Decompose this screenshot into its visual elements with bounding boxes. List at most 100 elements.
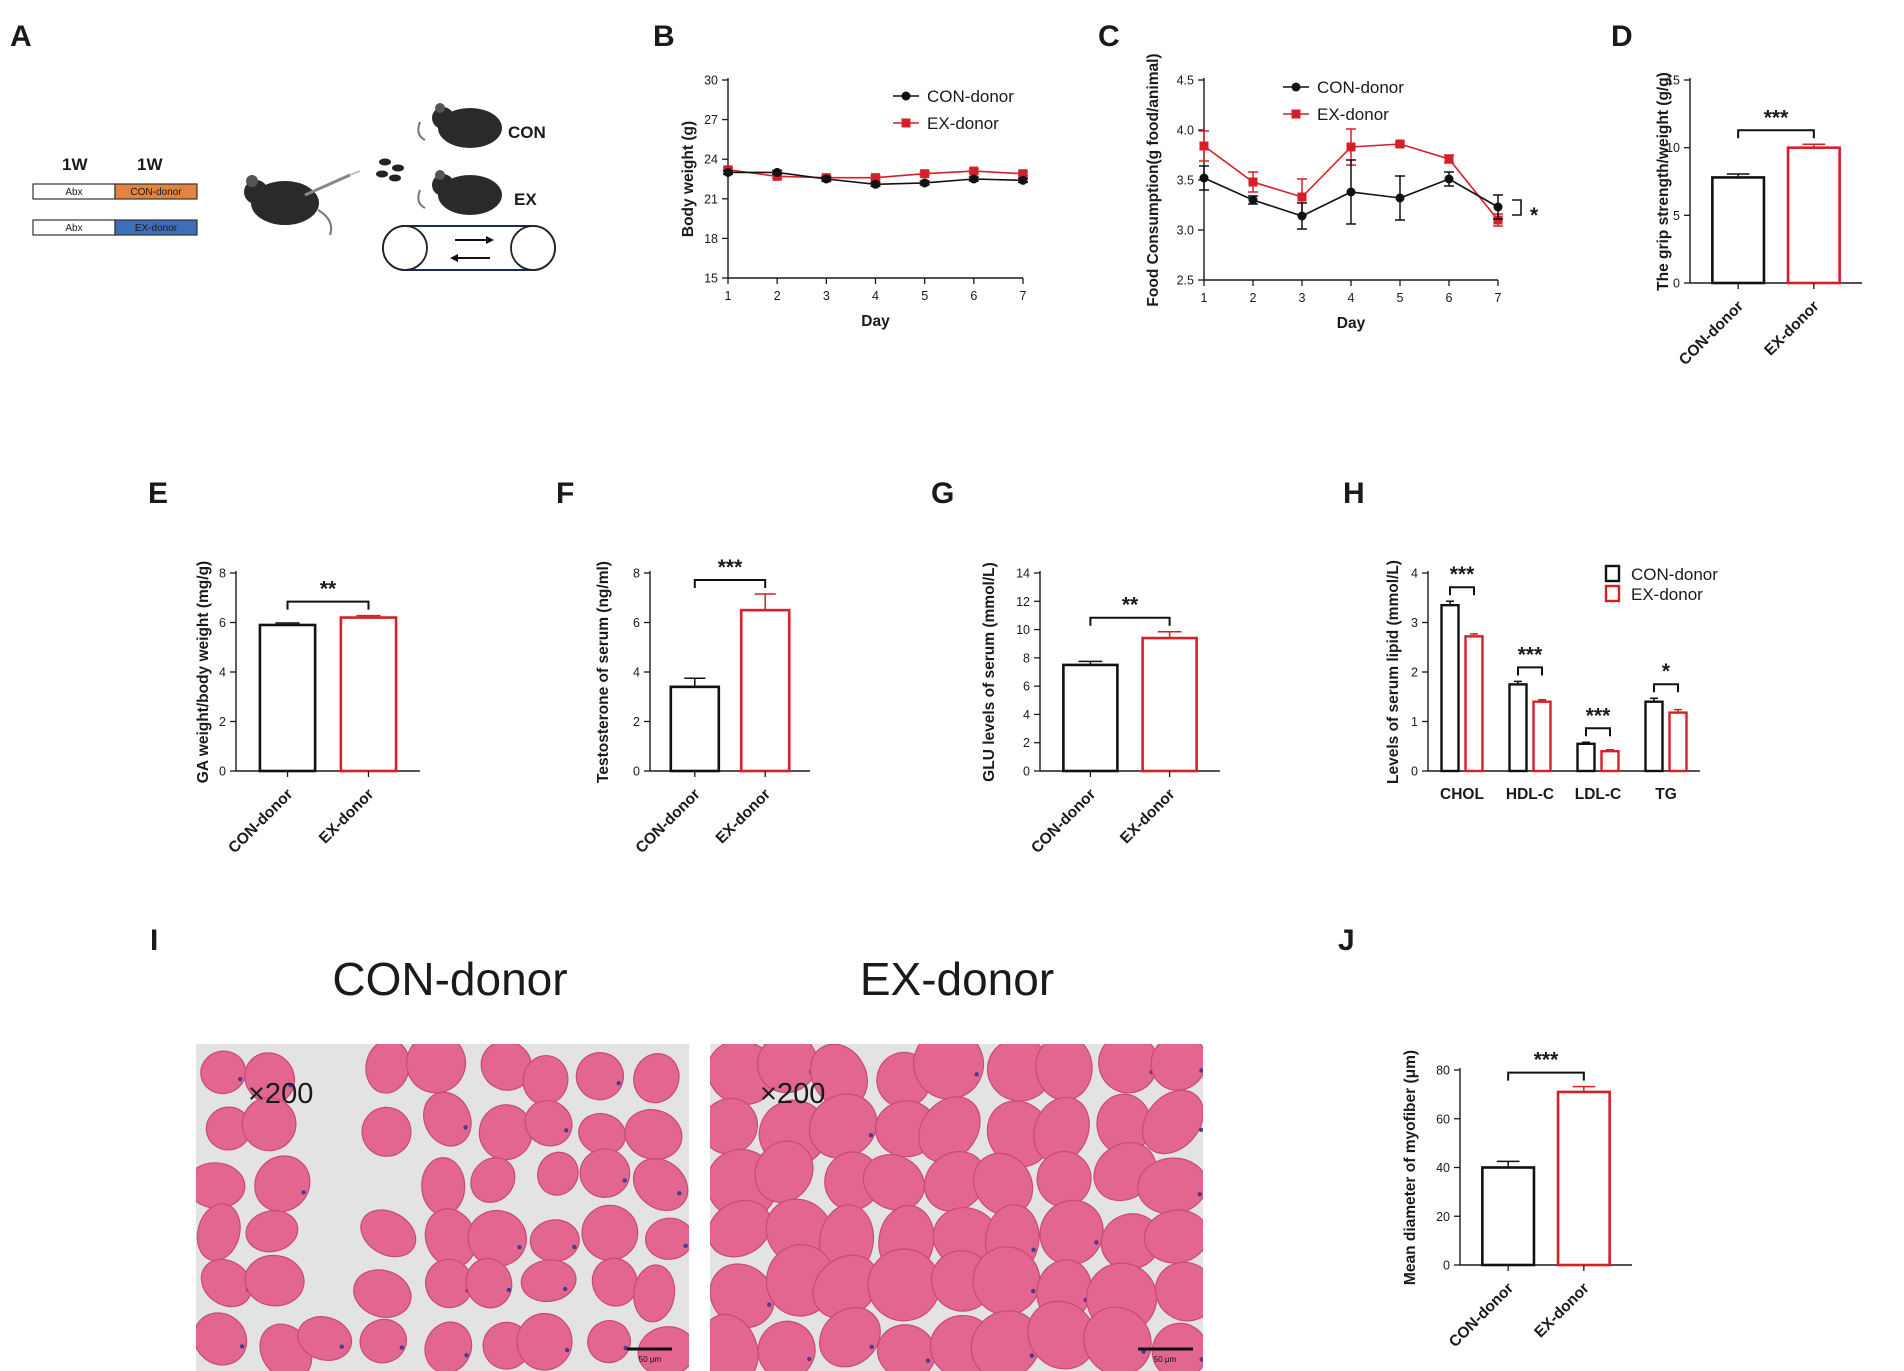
significance-label: *** [1586, 704, 1611, 727]
muscle-fiber [254, 1155, 311, 1213]
x-category-label: EX-donor [1117, 786, 1178, 847]
nucleus [677, 1191, 682, 1196]
nucleus [1199, 1068, 1203, 1073]
x-category-label: LDL-C [1575, 786, 1622, 803]
x-category-label: EX-donor [1761, 298, 1822, 359]
legend-marker [901, 118, 911, 128]
nucleus [239, 1344, 245, 1349]
nucleus [564, 1347, 570, 1353]
x-tick-label: 3 [1299, 291, 1306, 305]
panel-letter-c: C [1098, 20, 1120, 53]
data-point [1248, 177, 1258, 187]
y-axis-title: Body weight (g) [680, 121, 697, 237]
week-label-2: 1W [137, 155, 163, 174]
nucleus [1031, 1247, 1036, 1252]
nucleus [683, 1243, 688, 1249]
significance-label: *** [1534, 1049, 1559, 1072]
muscle-fiber [244, 1254, 305, 1307]
data-point [920, 169, 930, 179]
histology-con-image [196, 1044, 689, 1371]
x-tick-label: 4 [1348, 291, 1355, 305]
nucleus [1030, 1288, 1036, 1294]
con-donor-box-label: CON-donor [130, 187, 182, 198]
bar-con-donor [669, 685, 721, 773]
bar-ex-donor [339, 616, 398, 773]
nucleus [1208, 1298, 1212, 1302]
significance-label: ** [320, 578, 337, 601]
x-axis-title: Day [861, 313, 890, 330]
bar-hdl-c [1532, 700, 1552, 773]
muscle-fiber [196, 1312, 248, 1366]
y-tick-label: 24 [704, 153, 718, 167]
x-category-label: CON-donor [633, 786, 704, 857]
y-tick-label: 12 [1016, 595, 1030, 609]
significance-label: ** [1122, 594, 1139, 617]
nucleus [1197, 1192, 1202, 1197]
histology-con-title: CON-donor [332, 953, 567, 1005]
legend-marker [901, 91, 911, 101]
x-tick-label: 2 [774, 289, 781, 303]
significance-label: * [1662, 660, 1671, 683]
y-tick-label: 0 [633, 765, 640, 779]
bar-ldl-c [1600, 750, 1620, 773]
muscle-fiber [1150, 1044, 1203, 1091]
muscle-fiber [470, 1157, 516, 1203]
bar-tg [1668, 711, 1688, 773]
nucleus [517, 1244, 522, 1250]
muscle-fiber [710, 1313, 759, 1371]
panel-letter-i: I [150, 924, 158, 957]
panel-letter-e: E [148, 477, 168, 510]
y-tick-label: 60 [1436, 1112, 1450, 1126]
y-tick-label: 6 [219, 616, 226, 630]
muscle-fiber [1027, 1300, 1097, 1370]
x-tick-label: 7 [1495, 291, 1502, 305]
legend-marker [1291, 109, 1301, 119]
muscle-fiber [244, 1052, 296, 1104]
data-point [1248, 195, 1258, 205]
muscle-fiber [424, 1321, 473, 1371]
muscle-fiber [587, 1320, 631, 1364]
panel-i: I CON-donor EX-donor ×200 50 μm ×200 50 … [150, 924, 1212, 1371]
x-tick-label: 2 [1250, 291, 1257, 305]
y-axis-title: Mean diameter of myofiber (μm) [1402, 1050, 1419, 1285]
bar-chol [1440, 603, 1460, 773]
x-category-label: EX-donor [316, 786, 377, 847]
significance-bracket [1449, 586, 1475, 596]
panel-letter-d: D [1611, 20, 1633, 53]
muscle-fiber [819, 1307, 881, 1368]
data-point [1346, 187, 1356, 197]
nucleus [766, 1302, 772, 1307]
muscle-fiber [359, 1318, 407, 1364]
muscle-fiber [710, 1097, 758, 1155]
y-axis-title: GLU levels of serum (mmol/L) [981, 562, 998, 782]
y-tick-label: 3 [1411, 616, 1418, 630]
muscle-fiber [405, 1044, 467, 1094]
data-point [1493, 215, 1503, 225]
nucleus [463, 1125, 468, 1130]
y-tick-label: 0 [1023, 765, 1030, 779]
data-point [871, 173, 880, 183]
data-point [871, 179, 880, 189]
muscle-fiber [421, 1157, 466, 1216]
y-tick-label: 30 [704, 74, 718, 88]
significance-bracket [1089, 616, 1171, 626]
muscle-fiber [1039, 1199, 1104, 1266]
nucleus [301, 1190, 306, 1195]
nucleus [623, 1345, 628, 1351]
bar-ex-donor [1556, 1090, 1611, 1267]
nucleus [1198, 1127, 1203, 1132]
muscle-fiber [537, 1151, 579, 1196]
y-tick-label: 10 [1666, 141, 1680, 155]
muscle-fiber [1151, 1322, 1203, 1371]
significance-bracket [1653, 683, 1679, 693]
muscle-fiber [241, 1097, 297, 1152]
nucleus [339, 1344, 344, 1349]
abx-label-2: Abx [65, 223, 82, 234]
x-tick-label: 1 [725, 289, 732, 303]
legend-marker [1291, 82, 1301, 92]
muscle-fiber [637, 1326, 689, 1371]
y-axis-title: Levels of serum lipid (mmol/L) [1385, 560, 1402, 784]
y-tick-label: 3.5 [1177, 174, 1194, 188]
muscle-fiber [581, 1204, 639, 1261]
